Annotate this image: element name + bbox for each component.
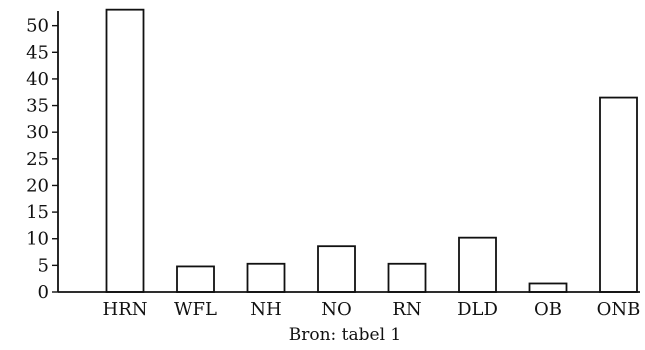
- bars: [105, 8, 638, 293]
- bar-onb: [599, 96, 638, 293]
- x-tick-label: RN: [392, 299, 421, 320]
- x-tick-label: HRN: [103, 299, 148, 320]
- x-tick-label: NH: [250, 299, 281, 320]
- x-tick-label: DLD: [457, 299, 498, 320]
- bar-wfl: [176, 265, 215, 293]
- x-tick-label: WFL: [174, 299, 217, 320]
- x-tick-label: OB: [534, 299, 562, 320]
- y-tick-label: 20: [26, 175, 49, 196]
- y-tick-label: 25: [26, 149, 49, 170]
- bar-hrn: [105, 8, 145, 293]
- y-tick-label: 50: [26, 16, 49, 37]
- y-axis: 0 5 10 15 20 25 30 35 40 45 50: [26, 11, 59, 303]
- y-tick-label: 30: [26, 122, 49, 143]
- bar-rn: [387, 262, 427, 293]
- x-axis: HRN WFL NH NO RN DLD OB ONB: [58, 291, 641, 320]
- bar-dld: [458, 236, 497, 293]
- bar-nh: [246, 262, 286, 293]
- y-tick-label: 40: [26, 69, 49, 90]
- x-tick-label: NO: [321, 299, 352, 320]
- y-tick-label: 35: [26, 96, 49, 117]
- y-tick-label: 45: [26, 42, 49, 63]
- x-tick-label: ONB: [597, 299, 641, 320]
- y-tick-label: 15: [26, 202, 49, 223]
- y-tick-label: 10: [26, 229, 49, 250]
- bar-ob: [528, 282, 568, 293]
- x-axis-source-label: Bron: tabel 1: [289, 325, 402, 345]
- y-tick-label: 5: [38, 255, 49, 276]
- y-tick-label: 0: [38, 282, 49, 303]
- bar-no: [317, 245, 356, 293]
